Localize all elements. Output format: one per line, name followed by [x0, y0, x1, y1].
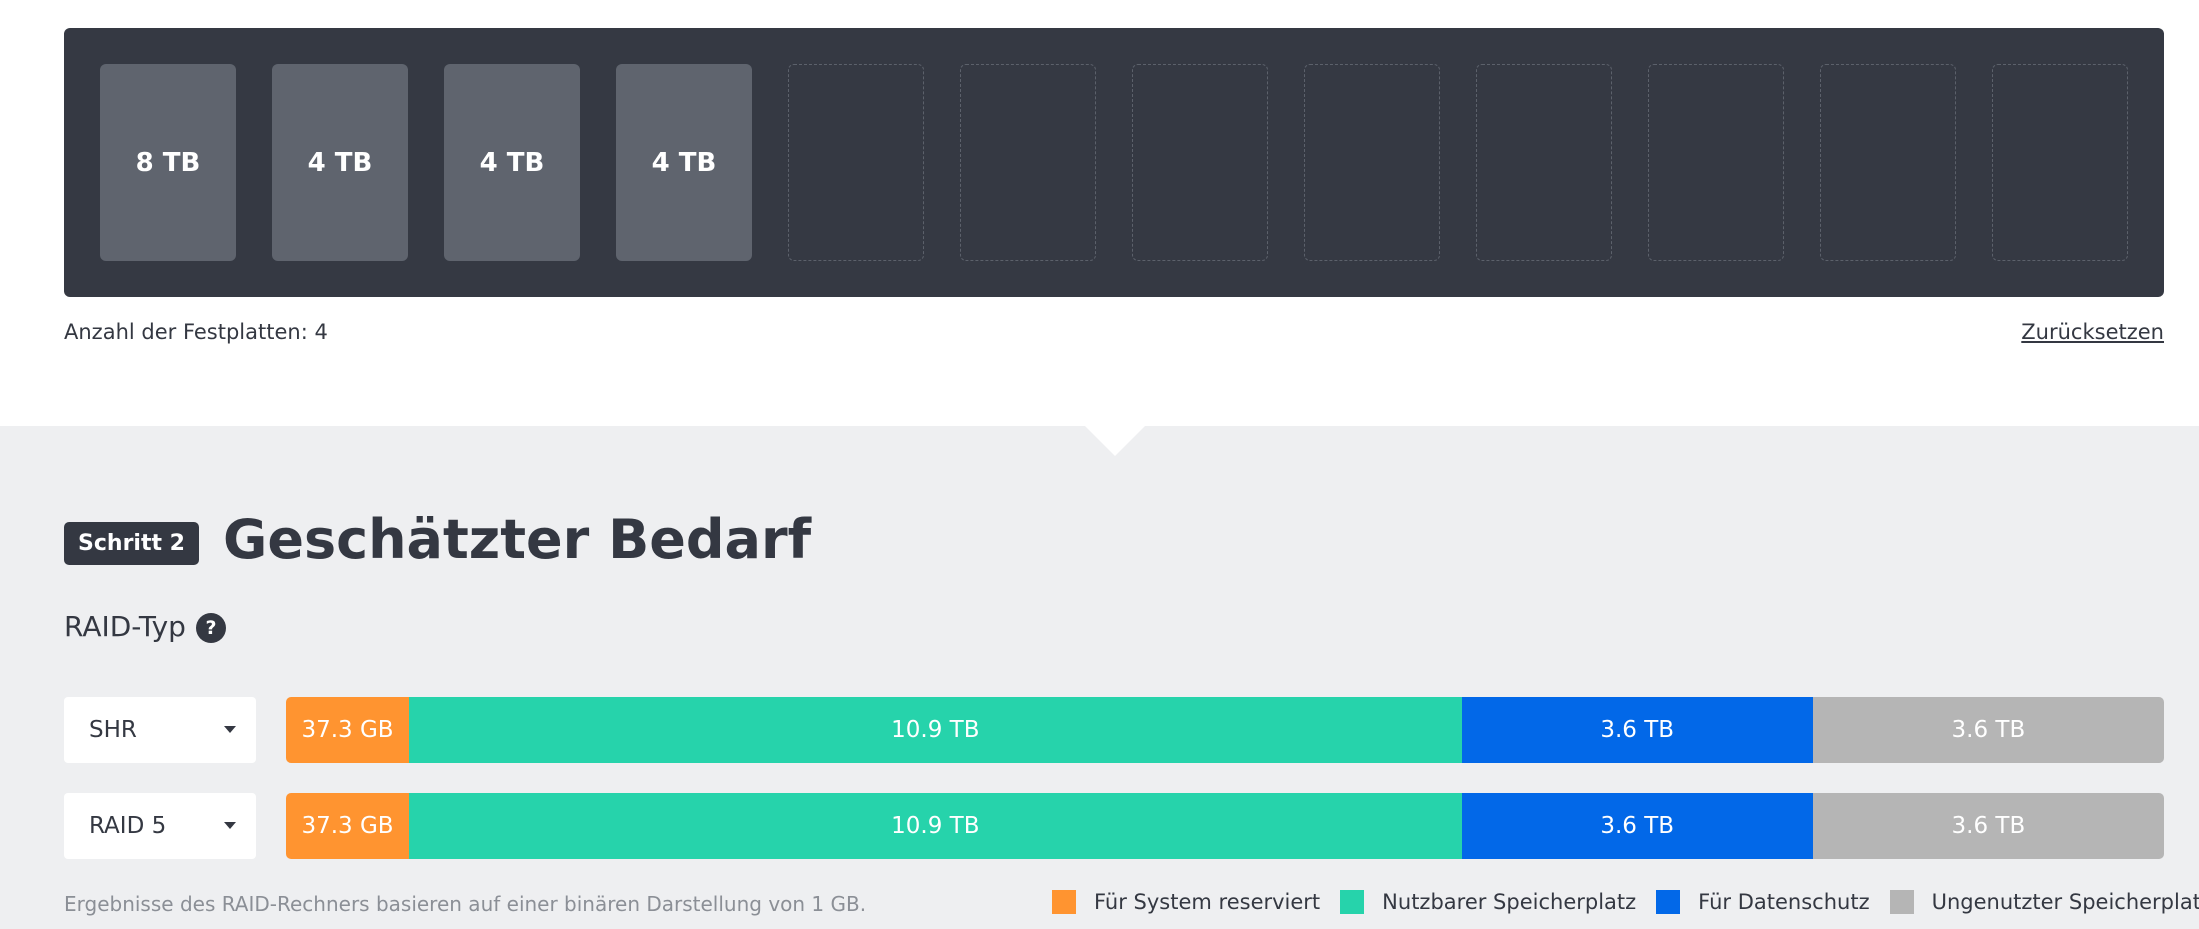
footnote: Ergebnisse des RAID-Rechners basieren au…: [64, 892, 867, 916]
section-pointer: [1085, 426, 1145, 456]
page-title: Geschätzter Bedarf: [223, 508, 812, 571]
legend-swatch: [1052, 890, 1076, 914]
segment-unused: 3.6 TB: [1812, 697, 2164, 763]
raid-type-selected: RAID 5: [89, 813, 167, 839]
legend-label: Für System reserviert: [1094, 890, 1321, 914]
raid-type-select-shr[interactable]: SHR: [64, 697, 256, 763]
legend: Für System reserviert Nutzbarer Speicher…: [1052, 890, 2199, 914]
drive-selection-section: 8 TB 4 TB 4 TB 4 TB Anzahl der Festplatt…: [0, 0, 2199, 426]
segment-protection: 3.6 TB: [1461, 793, 1813, 859]
drive-bay: 8 TB 4 TB 4 TB 4 TB: [64, 28, 2164, 297]
caret-down-icon: [224, 822, 236, 829]
drive-slot-11[interactable]: [1820, 64, 1956, 261]
drive-slot-label: 4 TB: [479, 147, 545, 178]
capacity-bar: 37.3 GB 10.9 TB 3.6 TB 3.6 TB: [286, 793, 2164, 859]
drive-slot-12[interactable]: [1992, 64, 2128, 261]
legend-item-unused: Ungenutzter Speicherplatz:: [1889, 890, 2199, 914]
drive-slot-label: 8 TB: [135, 147, 201, 178]
caret-down-icon: [224, 726, 236, 733]
drive-slot-label: 4 TB: [307, 147, 373, 178]
drive-slot-4[interactable]: 4 TB: [616, 64, 752, 261]
legend-item-system: Für System reserviert: [1052, 890, 1320, 914]
drive-count: Anzahl der Festplatten: 4: [64, 320, 328, 344]
segment-system: 37.3 GB: [286, 697, 409, 763]
drive-slot-7[interactable]: [1132, 64, 1268, 261]
legend-label: Ungenutzter Speicherplatz:: [1931, 890, 2199, 914]
legend-swatch: [1889, 890, 1914, 914]
legend-item-protection: Für Datenschutz: [1656, 890, 1870, 914]
drive-slot-6[interactable]: [960, 64, 1096, 261]
capacity-bar: 37.3 GB 10.9 TB 3.6 TB 3.6 TB: [286, 697, 2164, 763]
raid-type-label: RAID-Typ: [64, 610, 186, 643]
drive-slot-label: 4 TB: [651, 147, 717, 178]
segment-protection: 3.6 TB: [1461, 697, 1813, 763]
drive-slot-10[interactable]: [1648, 64, 1784, 261]
segment-system: 37.3 GB: [286, 793, 409, 859]
drive-slot-8[interactable]: [1304, 64, 1440, 261]
legend-swatch: [1340, 890, 1365, 914]
help-icon[interactable]: ?: [196, 613, 226, 643]
segment-usable: 10.9 TB: [409, 697, 1462, 763]
reset-link[interactable]: Zurücksetzen: [2021, 320, 2164, 344]
drive-slot-3[interactable]: 4 TB: [444, 64, 580, 261]
legend-label: Nutzbarer Speicherplatz: [1382, 890, 1637, 914]
raid-type-selected: SHR: [89, 717, 137, 743]
drive-slot-9[interactable]: [1476, 64, 1612, 261]
drive-slot-1[interactable]: 8 TB: [100, 64, 236, 261]
step-badge: Schritt 2: [64, 522, 199, 565]
segment-unused: 3.6 TB: [1812, 793, 2164, 859]
drive-slot-2[interactable]: 4 TB: [272, 64, 408, 261]
legend-label: Für Datenschutz: [1698, 890, 1870, 914]
drive-slot-5[interactable]: [788, 64, 924, 261]
legend-swatch: [1656, 890, 1681, 914]
segment-usable: 10.9 TB: [409, 793, 1462, 859]
raid-type-select-raid5[interactable]: RAID 5: [64, 793, 256, 859]
legend-item-usable: Nutzbarer Speicherplatz: [1340, 890, 1636, 914]
